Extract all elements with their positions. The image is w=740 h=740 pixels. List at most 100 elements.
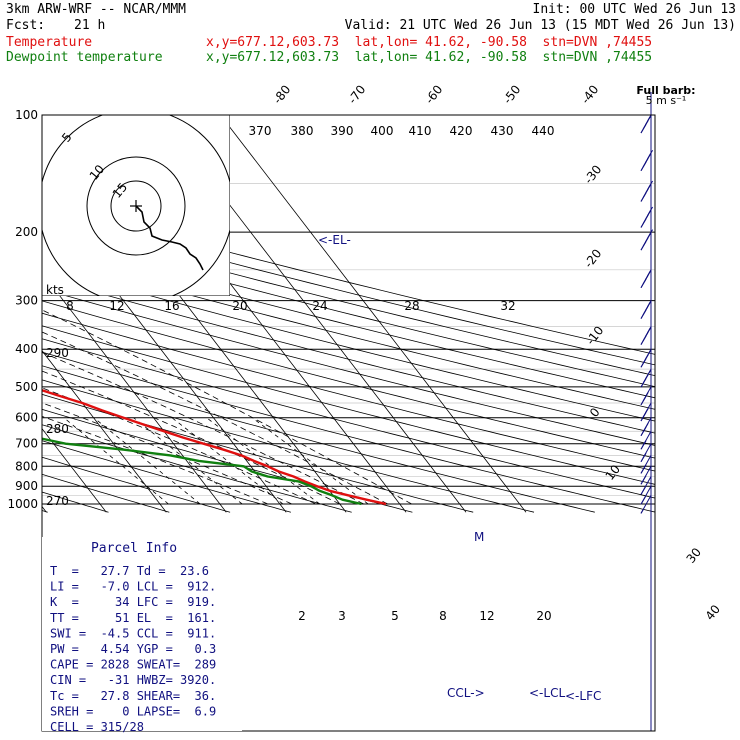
mixing-ratio-line [171, 417, 284, 505]
mixing-ratio-line [63, 417, 169, 505]
dry-adiabat-label: 270 [46, 494, 69, 508]
wind-barb [640, 206, 654, 228]
moist-adiabat [42, 331, 388, 505]
parcel-info-title: Parcel Info [91, 541, 177, 556]
parcel-info-row: CELL = 315/28 [50, 720, 144, 734]
isotherm-label: -80 [270, 83, 293, 107]
dry-adiabat [42, 211, 655, 366]
dry-adiabat [42, 424, 352, 513]
parcel-info-row: SREH = 0 LAPSE= 6.9 [50, 704, 216, 718]
wind-barb [640, 402, 652, 422]
pressure-label: 300 [15, 294, 38, 308]
wind-barb [640, 348, 652, 368]
theta-label: 420 [450, 124, 473, 138]
mixing-ratio-label: 2 [298, 609, 306, 623]
parcel-info-box: Parcel Info T = 27.7 Td = 23.6 LI = -7.0 … [42, 537, 242, 734]
parcel-info-row: K = 34 LFC = 919. [50, 595, 216, 609]
forecast-hour: 21 h [74, 18, 106, 33]
wind-barb [640, 180, 654, 202]
mixing-ratio-line [133, 417, 243, 505]
wind-barb [640, 417, 652, 436]
dry-adiabat [42, 379, 535, 513]
parcel-info-row: LI = -7.0 LCL = 912. [50, 580, 216, 594]
pressure-label: 200 [15, 225, 38, 239]
mixing-ratio-label: 20 [536, 609, 551, 623]
theta-label: 400 [371, 124, 394, 138]
theta-label: 430 [491, 124, 514, 138]
theta-label: 440 [532, 124, 555, 138]
mixing-ratio-label: 3 [338, 609, 346, 623]
dry-adiabat [42, 325, 655, 485]
dry-adiabat [42, 222, 655, 377]
pressure-label: 500 [15, 380, 38, 394]
speed-label: 32 [500, 299, 515, 313]
parcel-info-row: CAPE = 2828 SWEAT= 289 [50, 658, 216, 672]
model-title: 3km ARW-WRF -- NCAR/MMM [6, 2, 187, 17]
parcel-info-row: T = 27.7 Td = 23.6 [50, 564, 209, 578]
dewpoint-legend: Dewpoint temperature [6, 50, 163, 65]
forecast-label: Fcst: [6, 18, 46, 33]
temperature-legend: Temperature [6, 35, 93, 50]
parcel-info-row: SWI = -4.5 CCL = 911. [50, 626, 216, 640]
hodo-ring [86, 156, 186, 256]
temperature-profile [42, 389, 387, 506]
wind-barbs [640, 92, 654, 731]
full-barb-label: Full barb: [636, 84, 695, 97]
dry-adiabat-label: 290 [46, 346, 69, 360]
temperature-location: x,y=677.12,603.73 lat,lon= 41.62, -90.58… [206, 35, 653, 50]
wind-barb [640, 326, 652, 345]
valid-time: Valid: 21 UTC Wed 26 Jun 13 (15 MDT Wed … [344, 18, 736, 33]
pressure-label: 100 [15, 108, 38, 122]
dry-adiabat [42, 456, 231, 513]
pressure-label: 1000 [7, 497, 38, 511]
pressure-label: 800 [15, 459, 38, 473]
wind-barb [640, 466, 652, 485]
wind-barb [640, 300, 652, 319]
wind-barb [640, 455, 652, 474]
moist-adiabat [42, 402, 292, 505]
dry-adiabat [42, 338, 655, 499]
dry-adiabat [42, 300, 655, 459]
level-marker: <-LCL [529, 686, 565, 700]
theta-label: 390 [331, 124, 354, 138]
isotherm-label: 40 [703, 602, 723, 623]
dry-adiabat [42, 473, 170, 513]
wind-barb [640, 269, 652, 289]
dewpoint-location: x,y=677.12,603.73 lat,lon= 41.62, -90.58… [206, 50, 653, 65]
isotherm-label: -30 [581, 163, 604, 187]
dry-adiabat [42, 440, 292, 513]
dry-adiabat [42, 365, 595, 513]
level-marker: <-LFC [565, 689, 601, 703]
speed-label: 28 [404, 299, 419, 313]
wind-barb [640, 443, 652, 462]
dry-adiabat [42, 393, 474, 513]
dry-adiabat [42, 288, 655, 446]
isotherm [42, 427, 107, 513]
dewpoint-profile [42, 437, 362, 506]
plot-frame [41, 114, 656, 732]
dry-adiabat [42, 312, 655, 472]
dry-adiabat [42, 351, 655, 513]
mixing-ratio-line [93, 417, 201, 505]
mixing-ratio-line [251, 417, 369, 505]
isotherm [42, 350, 167, 513]
speed-label: 8 [66, 299, 74, 313]
hodo-ring [110, 180, 162, 232]
parcel-info-row: Tc = 27.8 SHEAR= 36. [50, 689, 216, 703]
parcel-info-row: TT = 51 EL = 161. [50, 611, 216, 625]
full-barb-key: Full barb: 5 m s⁻¹ [636, 84, 695, 107]
isotherm-label: -50 [500, 83, 523, 107]
wind-barb [640, 114, 652, 134]
sounding-profiles [42, 389, 387, 506]
speed-label: 20 [232, 299, 247, 313]
pressure-label: 900 [15, 479, 38, 493]
dry-adiabat-label: 280 [46, 422, 69, 436]
level-marker: M [474, 530, 484, 544]
parcel-info-row: CIN = -31 HWBZ= 3920. [50, 673, 216, 687]
wind-barb [640, 485, 652, 505]
pressure-label: 700 [15, 437, 38, 451]
wind-barb [640, 430, 652, 450]
isotherm-label: -10 [583, 324, 606, 348]
full-barb-value: 5 m s⁻¹ [646, 94, 687, 107]
